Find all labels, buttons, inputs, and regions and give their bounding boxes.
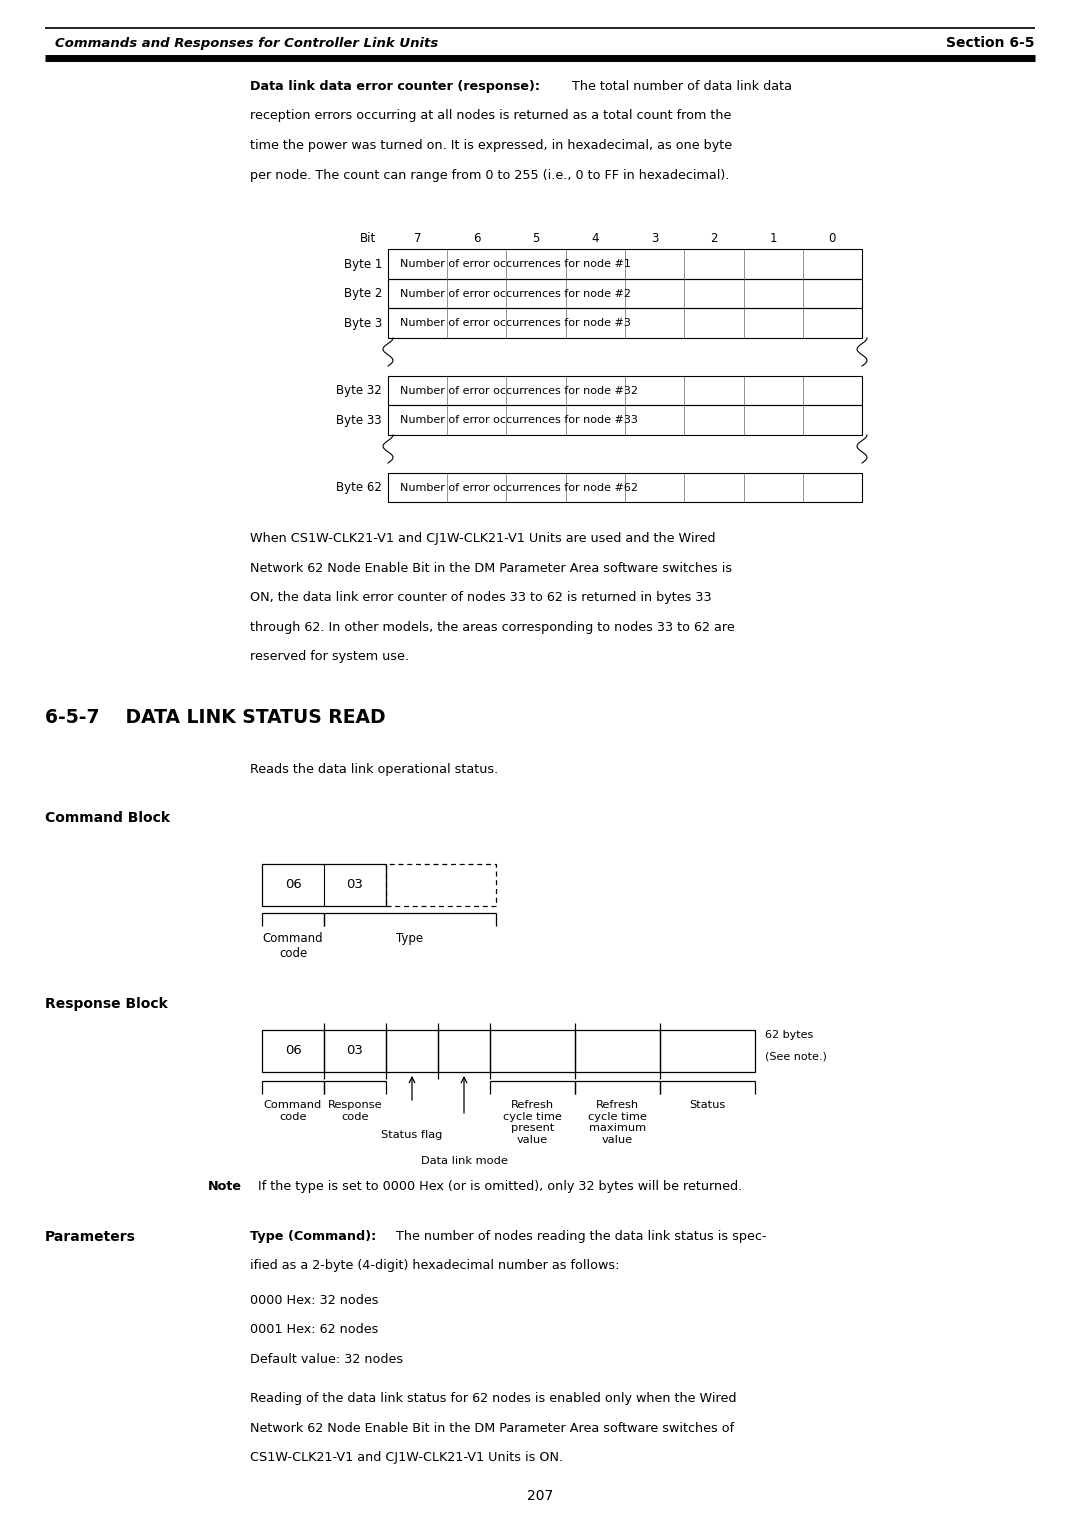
Text: 62 bytes: 62 bytes <box>765 1030 813 1041</box>
Text: If the type is set to 0000 Hex (or is omitted), only 32 bytes will be returned.: If the type is set to 0000 Hex (or is om… <box>249 1180 742 1193</box>
Text: Bit: Bit <box>360 232 376 246</box>
Text: The number of nodes reading the data link status is spec-: The number of nodes reading the data lin… <box>392 1230 767 1242</box>
Text: Byte 3: Byte 3 <box>343 316 382 330</box>
Text: When CS1W-CLK21-V1 and CJ1W-CLK21-V1 Units are used and the Wired: When CS1W-CLK21-V1 and CJ1W-CLK21-V1 Uni… <box>249 532 715 545</box>
Text: ON, the data link error counter of nodes 33 to 62 is returned in bytes 33: ON, the data link error counter of nodes… <box>249 591 712 605</box>
Bar <box>262 1030 324 1073</box>
Text: Network 62 Node Enable Bit in the DM Parameter Area software switches of: Network 62 Node Enable Bit in the DM Par… <box>249 1423 734 1435</box>
Text: 3: 3 <box>651 232 659 246</box>
Text: Number of error occurrences for node #3: Number of error occurrences for node #3 <box>400 318 631 329</box>
Text: Status: Status <box>689 1100 726 1109</box>
Text: Network 62 Node Enable Bit in the DM Parameter Area software switches is: Network 62 Node Enable Bit in the DM Par… <box>249 562 732 575</box>
Text: through 62. In other models, the areas corresponding to nodes 33 to 62 are: through 62. In other models, the areas c… <box>249 620 734 634</box>
Text: Byte 32: Byte 32 <box>336 384 382 397</box>
Bar <box>388 280 862 309</box>
Text: 1: 1 <box>769 232 777 246</box>
Text: 06: 06 <box>285 879 301 891</box>
Text: Data link mode: Data link mode <box>420 1157 508 1166</box>
Text: Refresh
cycle time
present
value: Refresh cycle time present value <box>503 1100 562 1144</box>
Text: 06: 06 <box>285 1045 301 1057</box>
Text: Byte 33: Byte 33 <box>336 414 382 426</box>
Text: Number of error occurrences for node #33: Number of error occurrences for node #33 <box>400 416 638 425</box>
Text: Refresh
cycle time
maximum
value: Refresh cycle time maximum value <box>589 1100 647 1144</box>
Text: CS1W-CLK21-V1 and CJ1W-CLK21-V1 Units is ON.: CS1W-CLK21-V1 and CJ1W-CLK21-V1 Units is… <box>249 1452 563 1464</box>
Text: Command
code: Command code <box>264 1100 322 1122</box>
Text: Number of error occurrences for node #1: Number of error occurrences for node #1 <box>400 260 631 269</box>
Bar <box>386 863 496 906</box>
Text: Command Block: Command Block <box>45 811 170 825</box>
Bar <box>388 405 862 435</box>
Text: 5: 5 <box>532 232 540 246</box>
Bar <box>386 1030 438 1073</box>
Bar <box>388 249 862 280</box>
Bar <box>438 1030 490 1073</box>
Bar <box>388 309 862 338</box>
Text: 2: 2 <box>711 232 717 246</box>
Bar <box>660 1030 755 1073</box>
Text: Status flag: Status flag <box>381 1131 443 1140</box>
Text: 7: 7 <box>414 232 421 246</box>
Text: Type (Command):: Type (Command): <box>249 1230 376 1242</box>
Bar <box>262 863 386 906</box>
Text: (See note.): (See note.) <box>765 1051 827 1062</box>
Text: 0: 0 <box>828 232 836 246</box>
Text: Byte 62: Byte 62 <box>336 481 382 494</box>
Text: Parameters: Parameters <box>45 1230 136 1244</box>
Text: 03: 03 <box>347 1045 364 1057</box>
Text: per node. The count can range from 0 to 255 (i.e., 0 to FF in hexadecimal).: per node. The count can range from 0 to … <box>249 168 729 182</box>
Text: Byte 2: Byte 2 <box>343 287 382 299</box>
Text: Command
code: Command code <box>262 932 323 960</box>
Text: Response
code: Response code <box>327 1100 382 1122</box>
Text: time the power was turned on. It is expressed, in hexadecimal, as one byte: time the power was turned on. It is expr… <box>249 139 732 151</box>
Text: Reads the data link operational status.: Reads the data link operational status. <box>249 762 498 776</box>
Text: Note: Note <box>208 1180 242 1193</box>
Text: reserved for system use.: reserved for system use. <box>249 651 409 663</box>
Bar <box>388 376 862 405</box>
Bar <box>324 1030 386 1073</box>
Text: Default value: 32 nodes: Default value: 32 nodes <box>249 1352 403 1366</box>
Text: 207: 207 <box>527 1488 553 1504</box>
Text: 0000 Hex: 32 nodes: 0000 Hex: 32 nodes <box>249 1294 378 1306</box>
Text: Byte 1: Byte 1 <box>343 258 382 270</box>
Text: Number of error occurrences for node #2: Number of error occurrences for node #2 <box>400 289 631 299</box>
Text: Number of error occurrences for node #32: Number of error occurrences for node #32 <box>400 385 638 396</box>
Bar <box>388 474 862 503</box>
Text: Reading of the data link status for 62 nodes is enabled only when the Wired: Reading of the data link status for 62 n… <box>249 1392 737 1406</box>
Text: 03: 03 <box>347 879 364 891</box>
Text: Type: Type <box>396 932 423 944</box>
Text: 4: 4 <box>592 232 599 246</box>
Text: Section 6-5: Section 6-5 <box>946 37 1035 50</box>
Bar <box>490 1030 575 1073</box>
Bar <box>575 1030 660 1073</box>
Text: Commands and Responses for Controller Link Units: Commands and Responses for Controller Li… <box>55 37 438 49</box>
Text: Number of error occurrences for node #62: Number of error occurrences for node #62 <box>400 483 638 492</box>
Text: 6-5-7    DATA LINK STATUS READ: 6-5-7 DATA LINK STATUS READ <box>45 707 386 727</box>
Text: ified as a 2-byte (4-digit) hexadecimal number as follows:: ified as a 2-byte (4-digit) hexadecimal … <box>249 1259 620 1273</box>
Text: Data link data error counter (response):: Data link data error counter (response): <box>249 79 540 93</box>
Text: The total number of data link data: The total number of data link data <box>568 79 792 93</box>
Text: Response Block: Response Block <box>45 996 167 1012</box>
Text: reception errors occurring at all nodes is returned as a total count from the: reception errors occurring at all nodes … <box>249 110 731 122</box>
Text: 6: 6 <box>473 232 481 246</box>
Text: 0001 Hex: 62 nodes: 0001 Hex: 62 nodes <box>249 1323 378 1337</box>
